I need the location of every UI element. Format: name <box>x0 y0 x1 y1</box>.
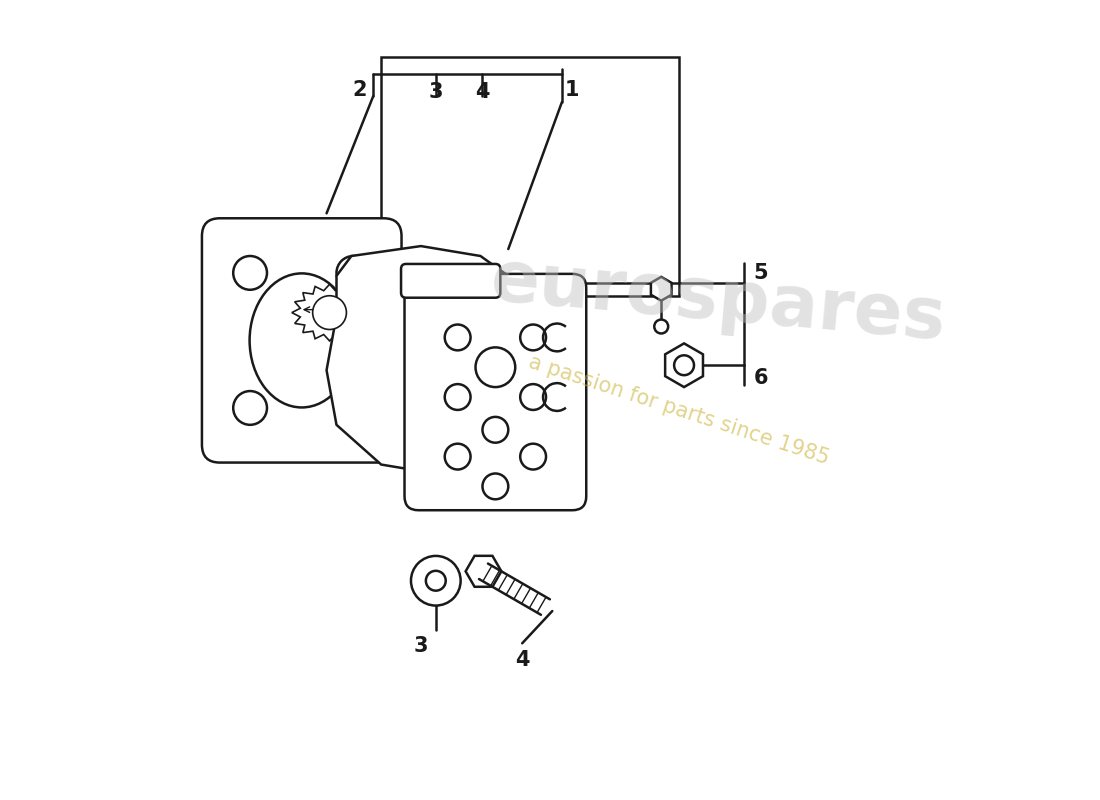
Circle shape <box>475 347 515 387</box>
Circle shape <box>337 391 371 425</box>
Polygon shape <box>651 277 671 301</box>
Polygon shape <box>465 556 502 586</box>
Circle shape <box>233 256 267 290</box>
Text: eurospares: eurospares <box>488 246 949 355</box>
Circle shape <box>312 296 346 330</box>
Text: 4: 4 <box>515 650 529 670</box>
FancyBboxPatch shape <box>405 274 586 510</box>
Circle shape <box>654 319 668 334</box>
Polygon shape <box>327 246 525 474</box>
Circle shape <box>444 325 471 350</box>
Circle shape <box>337 256 371 290</box>
Text: 2: 2 <box>352 80 366 100</box>
Circle shape <box>520 444 546 470</box>
Polygon shape <box>292 284 367 341</box>
Ellipse shape <box>250 274 354 407</box>
Circle shape <box>483 417 508 442</box>
Text: 1: 1 <box>564 80 579 100</box>
Circle shape <box>444 444 471 470</box>
Circle shape <box>674 355 694 375</box>
Polygon shape <box>666 343 703 387</box>
Polygon shape <box>382 58 679 296</box>
FancyBboxPatch shape <box>202 218 402 462</box>
Circle shape <box>520 325 546 350</box>
Text: 3: 3 <box>414 636 428 656</box>
Text: 5: 5 <box>754 263 768 283</box>
Circle shape <box>411 556 461 606</box>
FancyBboxPatch shape <box>402 264 500 298</box>
Text: 4: 4 <box>475 82 490 102</box>
Text: 3: 3 <box>429 82 443 102</box>
Text: a passion for parts since 1985: a passion for parts since 1985 <box>526 352 832 468</box>
Circle shape <box>233 391 267 425</box>
Circle shape <box>483 474 508 499</box>
Circle shape <box>444 384 471 410</box>
Text: 6: 6 <box>754 368 768 388</box>
Circle shape <box>426 571 446 590</box>
Circle shape <box>520 384 546 410</box>
